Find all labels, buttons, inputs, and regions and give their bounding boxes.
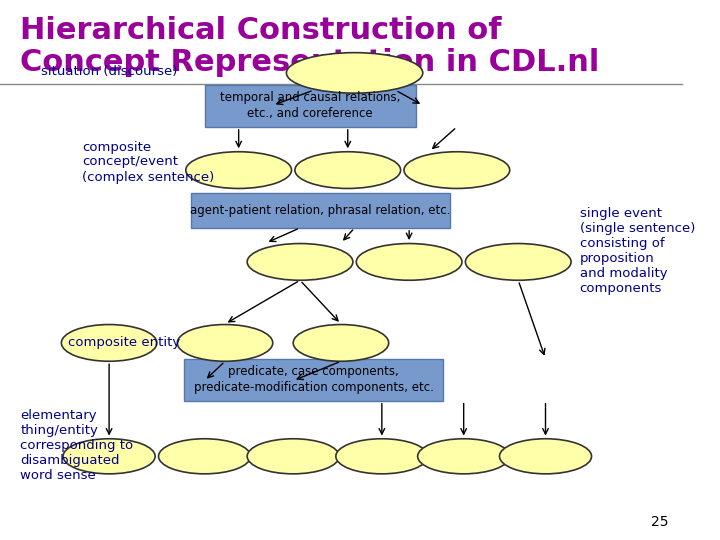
Ellipse shape (293, 325, 389, 361)
Ellipse shape (287, 52, 423, 93)
Text: situation (discourse): situation (discourse) (41, 65, 177, 78)
Ellipse shape (158, 438, 251, 474)
Ellipse shape (336, 438, 428, 474)
Text: Hierarchical Construction of
Concept Representation in CDL.nl: Hierarchical Construction of Concept Rep… (20, 16, 600, 77)
FancyBboxPatch shape (184, 359, 444, 401)
Text: composite
concept/event
(complex sentence): composite concept/event (complex sentenc… (82, 140, 214, 184)
Text: 25: 25 (651, 515, 668, 529)
Ellipse shape (247, 244, 353, 280)
Text: composite entity: composite entity (68, 336, 181, 349)
Ellipse shape (247, 438, 339, 474)
Ellipse shape (465, 244, 571, 280)
Ellipse shape (186, 152, 292, 188)
Ellipse shape (61, 325, 157, 361)
Ellipse shape (404, 152, 510, 188)
Text: agent-patient relation, phrasal relation, etc.: agent-patient relation, phrasal relation… (190, 204, 451, 217)
FancyBboxPatch shape (204, 85, 416, 127)
Text: single event
(single sentence)
consisting of
proposition
and modality
components: single event (single sentence) consistin… (580, 207, 695, 295)
Text: predicate, case components,
predicate-modification components, etc.: predicate, case components, predicate-mo… (194, 365, 433, 394)
Ellipse shape (63, 438, 155, 474)
Ellipse shape (177, 325, 273, 361)
Text: temporal and causal relations,
etc., and coreference: temporal and causal relations, etc., and… (220, 91, 400, 120)
Ellipse shape (418, 438, 510, 474)
FancyBboxPatch shape (191, 193, 450, 228)
Ellipse shape (500, 438, 592, 474)
Ellipse shape (356, 244, 462, 280)
Text: elementary
thing/entity
corresponding to
disambiguated
word sense: elementary thing/entity corresponding to… (20, 409, 134, 482)
Ellipse shape (295, 152, 400, 188)
